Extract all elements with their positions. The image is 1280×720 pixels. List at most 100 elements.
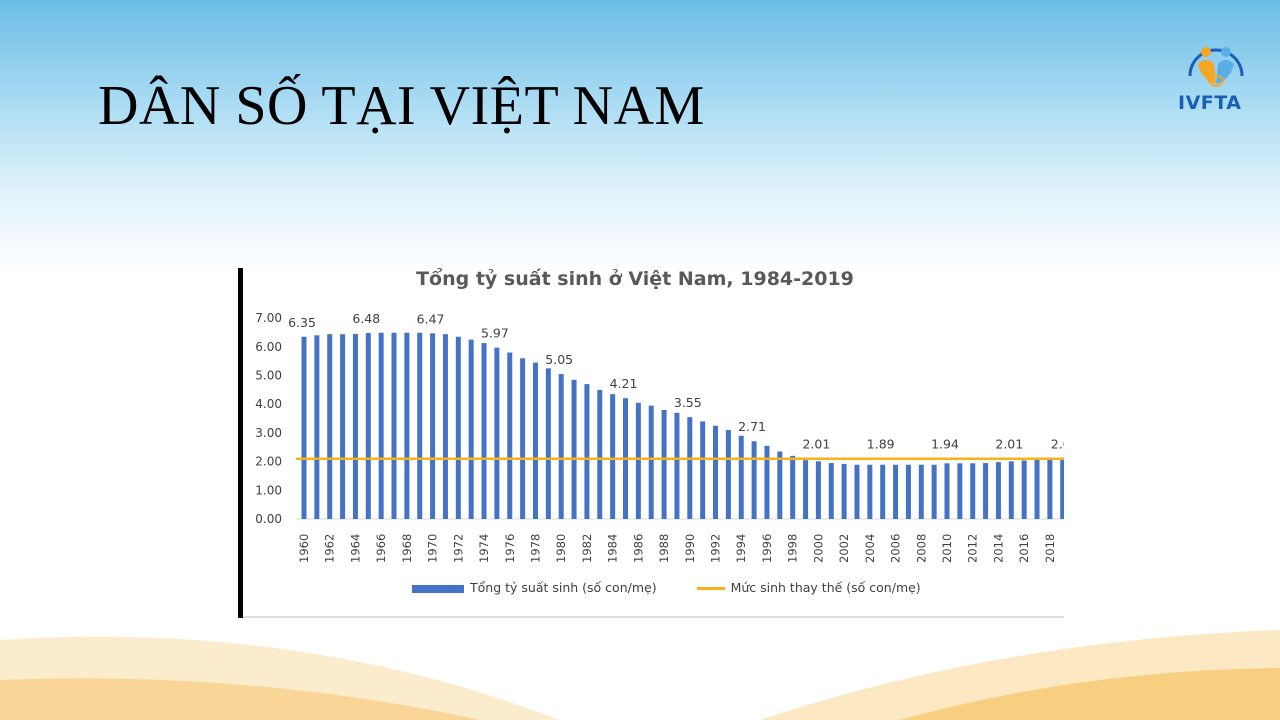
- bar-2000: [815, 461, 821, 519]
- bar-1980: [558, 374, 564, 519]
- data-label-1965: 6.48: [352, 311, 380, 326]
- bar-1975: [494, 347, 500, 519]
- bar-2010: [944, 463, 950, 519]
- bar-2015: [1008, 461, 1014, 519]
- data-label-2000: 2.01: [802, 437, 830, 452]
- x-tick-label: 1990: [683, 534, 697, 563]
- bar-1988: [661, 409, 667, 519]
- data-label-2005: 1.89: [867, 437, 895, 452]
- bar-2006: [893, 464, 899, 519]
- bar-1977: [520, 358, 526, 519]
- data-label-2015: 2.01: [995, 437, 1023, 452]
- bar-2002: [841, 463, 847, 519]
- bar-1995: [751, 441, 757, 519]
- bar-2017: [1034, 459, 1040, 519]
- x-tick-label: 2016: [1017, 534, 1031, 563]
- chart-legend: Tổng tỷ suất sinh (số con/mẹ) Mức sinh t…: [412, 580, 921, 595]
- y-tick-label: 5.00: [255, 369, 282, 383]
- x-tick-label: 1974: [477, 534, 491, 563]
- chart-container: 0.00 1.00 2.00 3.00 4.00 5.00 6.00 7.00 1960 1962…: [238, 268, 1064, 618]
- bar-1979: [545, 368, 551, 519]
- bar-1965: [365, 333, 371, 519]
- data-label-1985: 4.21: [610, 376, 638, 391]
- bar-1969: [417, 332, 423, 519]
- bar-2018: [1047, 459, 1053, 519]
- data-label-2010: 1.94: [931, 437, 959, 452]
- bar-1961: [314, 335, 320, 519]
- bar-2013: [983, 463, 989, 519]
- y-tick-label: 7.00: [255, 311, 282, 325]
- legend-label-bar: Tổng tỷ suất sinh (số con/mẹ): [470, 580, 657, 595]
- bar-1997: [777, 451, 783, 519]
- bar-2009: [931, 464, 937, 519]
- data-label-1980: 5.05: [545, 352, 573, 367]
- chart-title: Tổng tỷ suất sinh ở Việt Nam, 1984-2019: [416, 268, 854, 290]
- bar-1993: [725, 430, 731, 519]
- bar-1983: [597, 389, 603, 519]
- bar-1987: [648, 405, 654, 519]
- bar-1964: [352, 333, 358, 519]
- x-tick-label: 1966: [374, 534, 388, 563]
- slide-title: DÂN SỐ TẠI VIỆT NAM: [98, 75, 705, 137]
- bar-1967: [391, 332, 397, 519]
- bar-2003: [854, 464, 860, 519]
- bar-1994: [738, 435, 744, 519]
- bar-2019: [1060, 459, 1064, 519]
- x-tick-label: 1984: [606, 534, 620, 563]
- data-label-2019: 2.0: [1051, 437, 1064, 452]
- y-tick-label: 0.00: [255, 512, 282, 526]
- bar-2012: [970, 463, 976, 519]
- y-tick-label: 6.00: [255, 340, 282, 354]
- x-tick-label: 2012: [966, 534, 980, 563]
- x-tick-label: 1962: [323, 534, 337, 563]
- bar-1998: [790, 455, 796, 519]
- bar-1990: [687, 417, 693, 519]
- ivfta-logo: [1188, 47, 1244, 87]
- bar-2014: [995, 462, 1001, 519]
- legend-swatch-line: [696, 587, 725, 590]
- bar-2004: [867, 464, 873, 519]
- x-tick-label: 1964: [348, 534, 362, 563]
- y-tick-label: 3.00: [255, 426, 282, 440]
- bar-1968: [404, 332, 410, 519]
- bar-2011: [957, 463, 963, 519]
- x-tick-label: 2008: [914, 534, 928, 563]
- x-tick-label: 2014: [991, 534, 1005, 563]
- x-tick-label: 1980: [554, 534, 568, 563]
- bar-1970: [430, 333, 436, 519]
- bar-2016: [1021, 460, 1027, 519]
- bar-1981: [571, 379, 577, 519]
- legend-item-bar: Tổng tỷ suất sinh (số con/mẹ): [412, 580, 657, 595]
- x-tick-label: 1994: [734, 534, 748, 563]
- bar-1982: [584, 384, 590, 519]
- chart-left-border: [238, 268, 243, 618]
- bar-1972: [455, 336, 461, 519]
- x-tick-label: 2004: [863, 534, 877, 563]
- logo-text: IVFTA: [1178, 92, 1242, 114]
- bar-2008: [918, 464, 924, 519]
- x-tick-label: 1976: [503, 534, 517, 563]
- bar-1991: [700, 421, 706, 519]
- x-tick-label: 2010: [940, 534, 954, 563]
- y-tick-label: 4.00: [255, 397, 282, 411]
- bar-1999: [803, 460, 809, 519]
- y-tick-label: 2.00: [255, 455, 282, 469]
- bar-1966: [378, 332, 384, 519]
- bar-2005: [880, 464, 886, 519]
- x-tick-label: 2002: [837, 534, 851, 563]
- x-tick-label: 1970: [426, 534, 440, 563]
- bar-1973: [468, 339, 474, 519]
- fertility-chart: 0.00 1.00 2.00 3.00 4.00 5.00 6.00 7.00 1960 1962…: [238, 268, 1064, 618]
- bar-1976: [507, 352, 513, 519]
- data-label-1995: 2.71: [738, 419, 766, 434]
- x-tick-label: 2018: [1043, 534, 1057, 563]
- x-tick-label: 2006: [889, 534, 903, 563]
- data-label-1960: 6.35: [288, 315, 316, 330]
- legend-label-line: Mức sinh thay thế (số con/mẹ): [730, 580, 921, 595]
- x-tick-label: 1982: [580, 534, 594, 563]
- bar-1960: [301, 336, 307, 519]
- x-tick-label: 1998: [786, 534, 800, 563]
- bar-2007: [905, 464, 911, 519]
- x-tick-label: 2000: [811, 534, 825, 563]
